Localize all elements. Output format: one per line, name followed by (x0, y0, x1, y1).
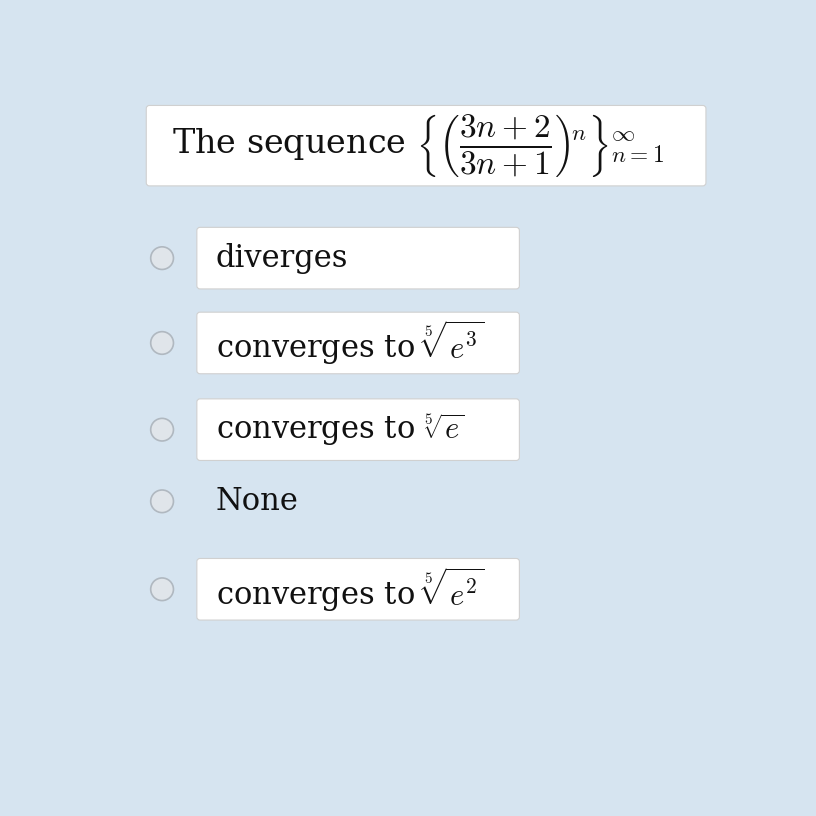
FancyBboxPatch shape (146, 105, 706, 186)
Circle shape (151, 331, 174, 354)
Circle shape (151, 578, 174, 601)
Text: diverges: diverges (215, 242, 348, 273)
Text: converges to $\sqrt[5]{e^2}$: converges to $\sqrt[5]{e^2}$ (215, 565, 484, 614)
Text: The sequence $\left\{\left(\dfrac{3n+2}{3n+1}\right)^{\!n}\right\}_{n=1}^{\infty: The sequence $\left\{\left(\dfrac{3n+2}{… (172, 112, 664, 180)
FancyBboxPatch shape (197, 313, 519, 374)
Text: converges to $\sqrt[5]{e}$: converges to $\sqrt[5]{e}$ (215, 411, 464, 448)
Circle shape (151, 419, 174, 441)
FancyBboxPatch shape (197, 228, 519, 289)
Text: converges to $\sqrt[5]{e^3}$: converges to $\sqrt[5]{e^3}$ (215, 318, 484, 367)
Text: None: None (215, 486, 299, 517)
Circle shape (151, 246, 174, 269)
FancyBboxPatch shape (197, 558, 519, 620)
Circle shape (151, 490, 174, 512)
FancyBboxPatch shape (197, 399, 519, 460)
